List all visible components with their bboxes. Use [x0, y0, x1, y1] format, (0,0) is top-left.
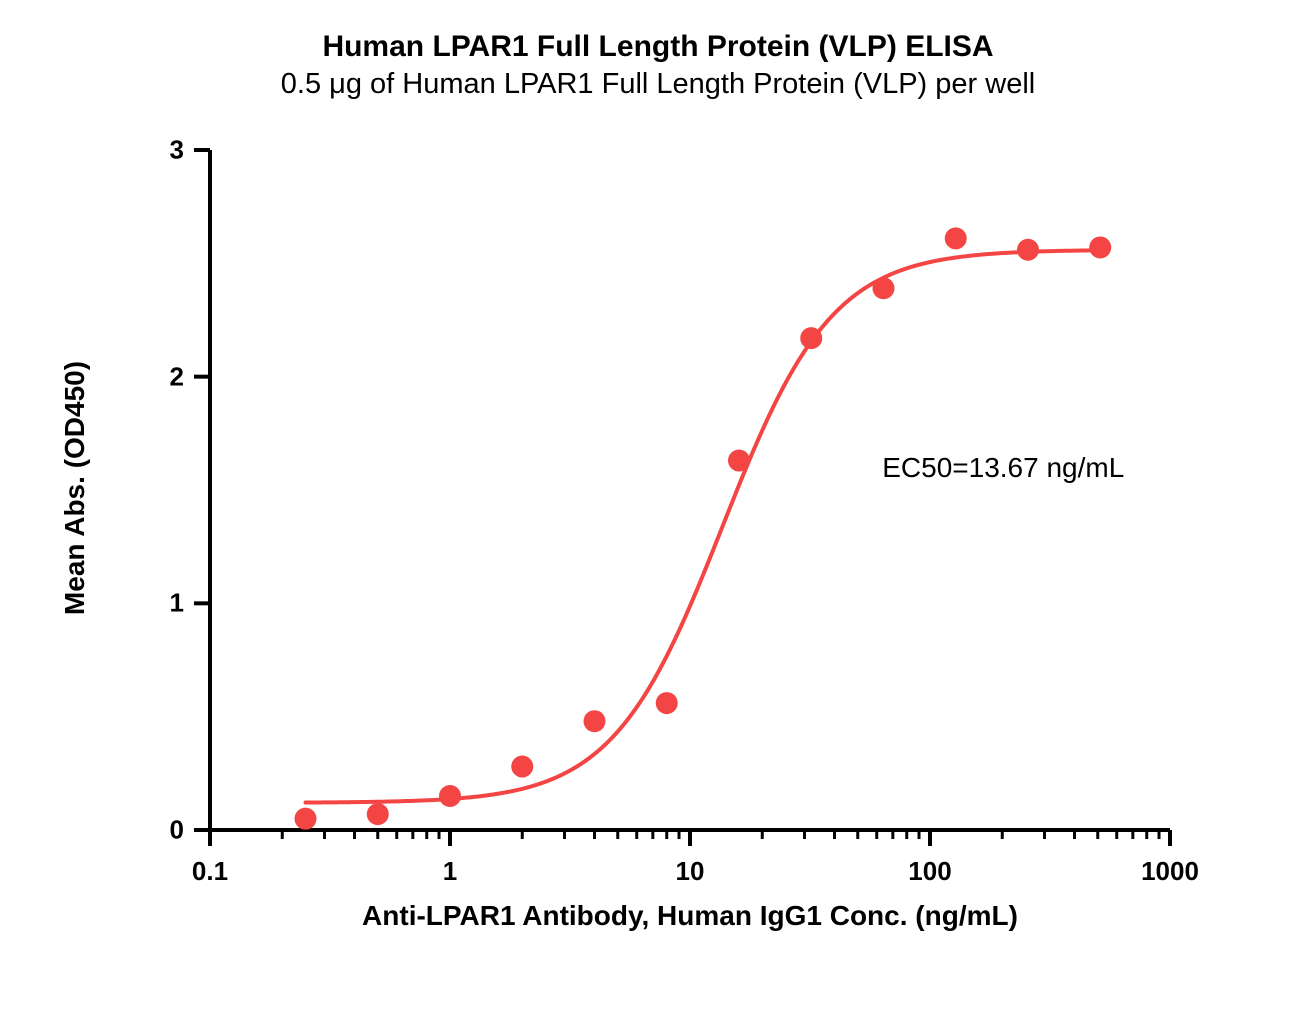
y-tick-label: 3	[144, 135, 184, 166]
x-tick-label: 1	[443, 856, 457, 887]
x-tick-label: 0.1	[192, 856, 228, 887]
y-tick-label: 1	[144, 588, 184, 619]
x-tick-label: 10	[676, 856, 705, 887]
x-axis-label: Anti-LPAR1 Antibody, Human IgG1 Conc. (n…	[210, 900, 1170, 932]
y-axis-label: Mean Abs. (OD450)	[59, 338, 91, 638]
x-tick-label: 1000	[1141, 856, 1199, 887]
chart-container: Human LPAR1 Full Length Protein (VLP) EL…	[0, 0, 1316, 1023]
ec50-annotation: EC50=13.67 ng/mL	[882, 452, 1124, 484]
y-tick-label: 2	[144, 361, 184, 392]
x-tick-label: 100	[908, 856, 951, 887]
y-tick-label: 0	[144, 815, 184, 846]
